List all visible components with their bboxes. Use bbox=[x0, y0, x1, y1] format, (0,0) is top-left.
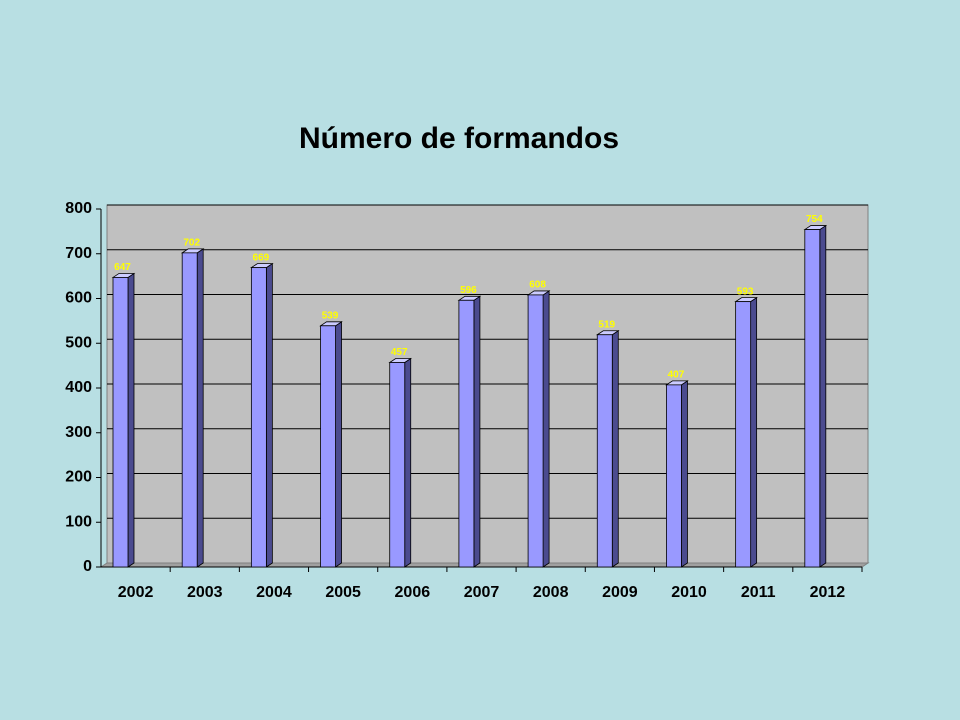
bar-side bbox=[819, 224, 827, 568]
y-tick-label: 200 bbox=[65, 469, 92, 486]
value-label: 539 bbox=[322, 310, 339, 321]
x-tick-label: 2002 bbox=[118, 584, 154, 601]
bar-side bbox=[127, 272, 135, 568]
bar-side bbox=[611, 330, 619, 568]
y-tick-label: 800 bbox=[65, 200, 92, 217]
bar bbox=[458, 299, 475, 568]
value-label: 647 bbox=[114, 262, 131, 273]
value-label: 593 bbox=[737, 286, 754, 297]
x-tick-label: 2006 bbox=[395, 584, 431, 601]
y-tick-label: 400 bbox=[65, 379, 92, 396]
bar bbox=[389, 362, 406, 568]
bar bbox=[320, 325, 336, 568]
bar-side bbox=[473, 295, 481, 568]
bar-side bbox=[681, 380, 688, 568]
value-label: 596 bbox=[460, 285, 477, 296]
bar bbox=[250, 267, 267, 568]
bar-side bbox=[750, 296, 758, 568]
bar bbox=[666, 384, 682, 568]
bar-side bbox=[542, 290, 550, 568]
x-tick-label: 2009 bbox=[602, 584, 638, 601]
bar bbox=[804, 229, 821, 568]
x-tick-label: 2012 bbox=[810, 584, 846, 601]
bar bbox=[735, 301, 752, 568]
bar bbox=[596, 334, 613, 568]
x-tick-label: 2005 bbox=[325, 584, 361, 601]
x-tick-label: 2004 bbox=[256, 584, 292, 601]
y-tick-label: 600 bbox=[65, 290, 92, 307]
bar-side bbox=[265, 262, 273, 568]
value-label: 669 bbox=[253, 252, 270, 263]
x-tick-label: 2008 bbox=[533, 584, 569, 601]
value-label: 702 bbox=[183, 237, 200, 248]
value-label: 457 bbox=[391, 347, 408, 358]
value-label: 407 bbox=[668, 370, 685, 381]
value-label: 608 bbox=[529, 280, 546, 291]
y-tick-label: 0 bbox=[83, 558, 92, 575]
bar-side bbox=[196, 248, 204, 568]
value-label: 754 bbox=[806, 214, 823, 225]
bar-side bbox=[335, 321, 342, 568]
bar-side bbox=[404, 357, 412, 568]
value-label: 519 bbox=[598, 319, 615, 330]
y-tick-label: 500 bbox=[65, 334, 92, 351]
x-tick-label: 2003 bbox=[187, 584, 223, 601]
y-tick-label: 700 bbox=[65, 245, 92, 262]
x-tick-label: 2007 bbox=[464, 584, 500, 601]
bar bbox=[181, 252, 198, 568]
y-tick-label: 300 bbox=[65, 424, 92, 441]
y-tick-label: 100 bbox=[65, 513, 92, 530]
x-tick-label: 2011 bbox=[741, 584, 776, 601]
bar bbox=[112, 277, 129, 568]
bar bbox=[527, 294, 544, 568]
x-tick-label: 2010 bbox=[671, 584, 707, 601]
chart-title: Número de formandos bbox=[299, 122, 619, 155]
